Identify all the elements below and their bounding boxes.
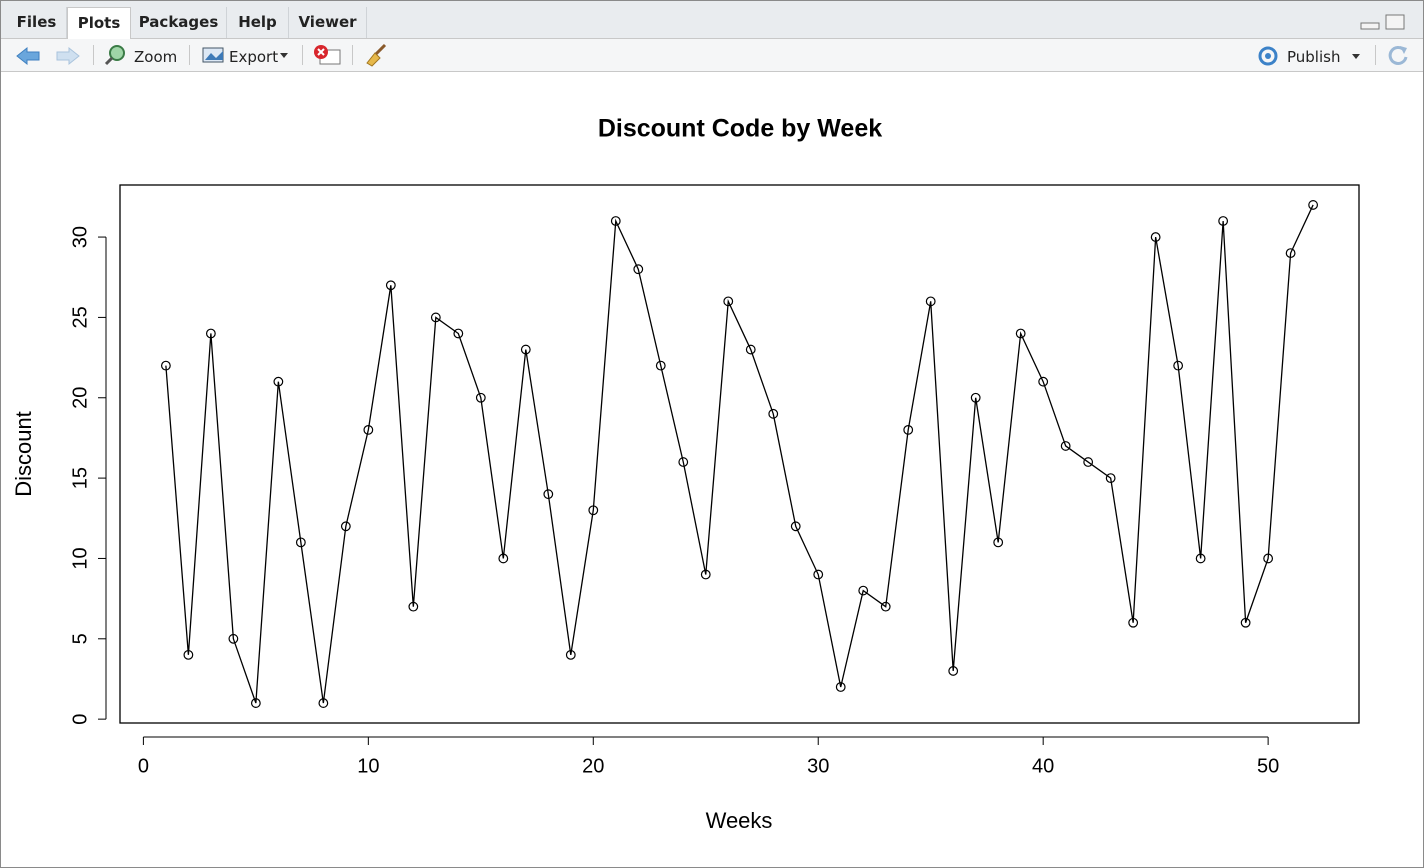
data-point — [1015, 328, 1026, 339]
data-point — [340, 521, 351, 532]
data-point — [813, 569, 824, 580]
data-point — [228, 633, 239, 644]
plot-box — [119, 184, 1360, 724]
publish-icon[interactable] — [1256, 46, 1282, 66]
data-point — [633, 264, 644, 275]
data-point — [1150, 232, 1161, 242]
y-tick-label: 30 — [69, 226, 91, 248]
data-point — [1083, 457, 1094, 467]
data-line — [165, 204, 1314, 704]
data-point — [768, 408, 779, 419]
data-point — [160, 360, 171, 371]
tab-active[interactable]: Plots — [67, 7, 131, 39]
y-tick-label: 25 — [69, 306, 91, 328]
data-point — [790, 521, 801, 532]
data-point — [835, 682, 846, 692]
tab[interactable]: Viewer — [289, 7, 367, 38]
data-point — [363, 424, 374, 435]
data-point — [880, 601, 891, 612]
remove-plot-icon[interactable] — [312, 44, 342, 66]
data-point — [993, 537, 1004, 548]
toolbar: Zoom Export Publish — [1, 39, 1423, 72]
data-point — [610, 216, 621, 226]
publish-button[interactable]: Publish — [1287, 48, 1341, 66]
chart-title: Discount Code by Week — [598, 115, 882, 143]
tab[interactable]: Packages — [131, 7, 227, 38]
x-tick-label: 20 — [582, 755, 604, 777]
data-point — [385, 280, 396, 291]
y-tick-label: 0 — [69, 714, 91, 725]
tab[interactable]: Help — [227, 7, 289, 38]
data-point — [205, 328, 216, 339]
data-point — [408, 601, 419, 612]
y-tick-label: 20 — [69, 387, 91, 409]
data-point — [295, 537, 306, 548]
x-tick-label: 0 — [138, 755, 149, 777]
data-point — [430, 312, 441, 323]
data-point — [1060, 441, 1071, 451]
data-point — [1128, 617, 1139, 628]
data-point — [858, 585, 869, 596]
data-point — [903, 424, 914, 435]
data-point — [520, 344, 531, 355]
data-point — [1173, 360, 1184, 371]
data-point — [1038, 376, 1049, 387]
data-point — [700, 569, 711, 580]
data-point — [678, 457, 689, 467]
data-point — [498, 553, 509, 564]
dropdown-arrow[interactable] — [1352, 54, 1362, 60]
data-point — [1308, 200, 1319, 210]
data-point — [655, 360, 666, 371]
tab-bar: Files Plots Packages Help Viewer — [1, 1, 1423, 39]
window-controls[interactable] — [1359, 13, 1411, 33]
dropdown-arrow[interactable] — [280, 53, 290, 59]
zoom-icon[interactable] — [104, 44, 128, 66]
data-point — [565, 649, 576, 660]
x-tick-label: 10 — [357, 755, 379, 777]
data-point — [543, 489, 554, 500]
data-point — [925, 296, 936, 307]
data-point — [948, 666, 959, 676]
data-point — [1263, 553, 1274, 564]
y-axis-label: Discount — [11, 411, 36, 497]
zoom-button[interactable]: Zoom — [134, 48, 178, 66]
y-tick-label: 5 — [69, 633, 91, 644]
y-tick-label: 15 — [69, 467, 91, 489]
data-point — [453, 328, 464, 339]
y-tick-label: 10 — [69, 547, 91, 569]
data-point — [1105, 473, 1116, 484]
data-point — [475, 392, 486, 403]
export-icon[interactable] — [201, 46, 225, 64]
data-point — [1240, 617, 1251, 628]
data-point — [318, 698, 329, 708]
data-point — [1285, 248, 1296, 259]
tab[interactable]: Files — [7, 7, 67, 38]
data-point — [1195, 553, 1206, 564]
chart: Discount Code by Week Weeks Discount 0 10… — [11, 115, 1360, 833]
data-point — [723, 296, 734, 307]
x-axis-label: Weeks — [706, 808, 773, 833]
data-point — [183, 649, 194, 660]
data-point — [745, 344, 756, 355]
x-tick-label: 40 — [1032, 755, 1054, 777]
data-point — [970, 392, 981, 403]
data-point — [1218, 216, 1229, 226]
nav-arrows[interactable] — [15, 46, 85, 66]
export-button[interactable]: Export — [229, 48, 279, 66]
clear-plots-icon[interactable] — [363, 43, 389, 67]
refresh-icon[interactable] — [1386, 44, 1410, 66]
data-point — [273, 376, 284, 387]
data-point — [250, 698, 261, 708]
x-tick-label: 30 — [807, 755, 829, 777]
data-point — [588, 505, 599, 516]
x-tick-label: 50 — [1257, 755, 1279, 777]
